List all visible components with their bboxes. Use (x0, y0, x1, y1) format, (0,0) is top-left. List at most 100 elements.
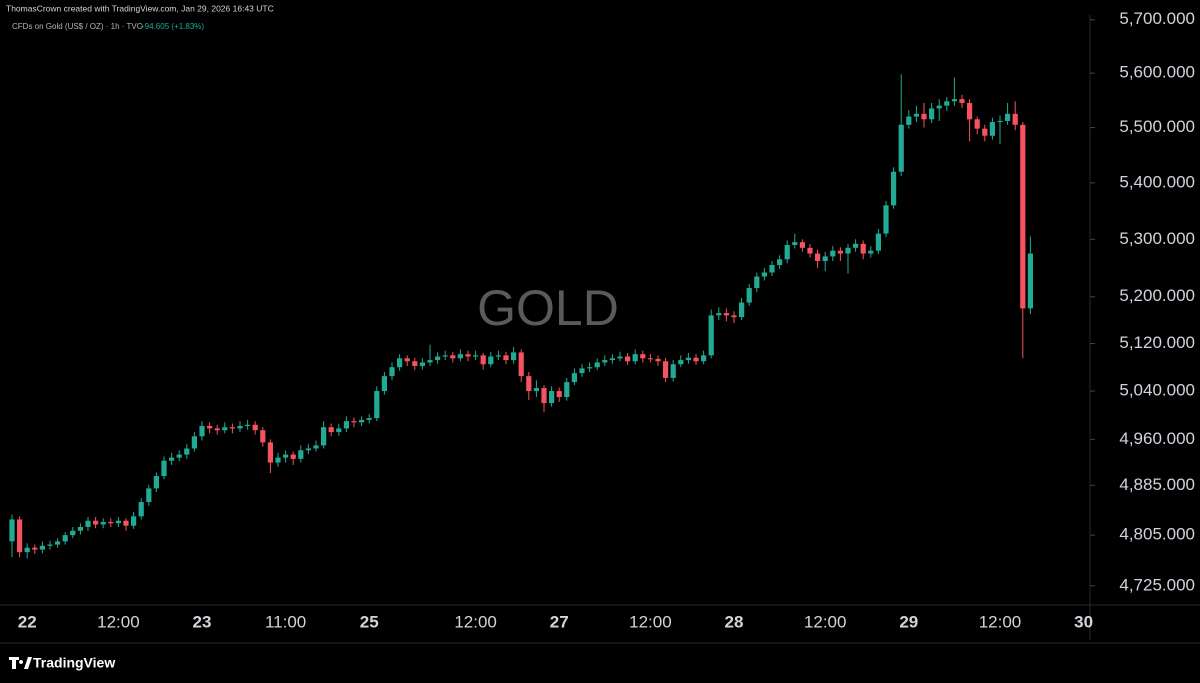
candle-body (845, 247, 851, 254)
y-tick-label: 5,700.000 (1119, 9, 1195, 28)
candle-body (290, 454, 296, 459)
candle-body (480, 355, 486, 365)
candle-body (389, 367, 395, 377)
x-tick-label: 12:00 (97, 612, 140, 631)
candle-body (678, 360, 684, 365)
candle-body (670, 364, 676, 378)
x-tick-label: 11:00 (265, 612, 306, 631)
x-tick-label: 25 (360, 612, 379, 631)
candle-body (488, 356, 494, 365)
watermark: GOLD (477, 280, 619, 336)
candle-body (708, 315, 714, 356)
candle-body (343, 421, 349, 429)
candle-body (397, 358, 403, 368)
candle-body (169, 457, 175, 461)
brand: TradingView (33, 655, 115, 671)
candle-body (351, 421, 357, 423)
candle-body (830, 250, 836, 257)
y-tick-label: 4,725.000 (1119, 575, 1195, 594)
candle-body (822, 256, 828, 262)
candle-body (609, 358, 615, 361)
candle-body (214, 428, 220, 431)
candle-body (1027, 253, 1033, 309)
x-tick-label: 12:00 (454, 612, 497, 631)
candle-body (1020, 124, 1026, 309)
y-tick-label: 4,960.000 (1119, 429, 1195, 448)
y-tick-label: 5,600.000 (1119, 63, 1195, 82)
candle-body (85, 520, 91, 527)
candle-body (913, 113, 919, 117)
candle-body (640, 354, 646, 359)
candle-body (328, 427, 334, 433)
candle-body (473, 355, 479, 357)
candle-body (222, 427, 228, 431)
candle-body (936, 105, 942, 109)
symbol: CFDs on Gold (US$ / OZ) · 1h · TVC (12, 22, 143, 31)
candle-body (967, 102, 973, 120)
candle-body (837, 250, 843, 254)
candle-body (419, 362, 425, 367)
candle-body (929, 108, 935, 120)
candle-body (321, 427, 327, 446)
candle-body (77, 526, 83, 531)
candle-body (191, 436, 197, 449)
candle-body (495, 355, 501, 357)
y-tick-label: 5,120.000 (1119, 333, 1195, 352)
candle-body (229, 427, 235, 429)
candle-body (533, 388, 539, 392)
candle-body (556, 391, 562, 398)
candle-body (70, 530, 76, 536)
candle-body (32, 547, 38, 550)
candle-body (959, 99, 965, 103)
candle-body (131, 516, 137, 526)
x-tick-label: 12:00 (804, 612, 847, 631)
candle-body (55, 541, 61, 545)
candle-body (298, 450, 304, 459)
candle-body (799, 242, 805, 248)
candle-body (511, 352, 517, 361)
y-tick-label: 4,885.000 (1119, 475, 1195, 494)
candle-body (701, 355, 707, 362)
candle-body (739, 302, 745, 318)
candle-body (982, 128, 988, 136)
y-tick-label: 5,300.000 (1119, 229, 1195, 248)
candle-body (465, 354, 471, 357)
x-tick-label: 28 (725, 612, 744, 631)
candle-body (891, 171, 897, 206)
candle-body (723, 313, 729, 316)
candle-body (541, 388, 547, 404)
candle-body (761, 272, 767, 277)
candle-body (594, 362, 600, 368)
candle-body (138, 502, 144, 517)
candle-body (161, 460, 167, 477)
candle-body (115, 520, 121, 524)
credit: ThomasCrown created with TradingView.com… (6, 3, 274, 13)
candle-body (457, 354, 463, 359)
candle-body (260, 430, 266, 443)
candle-body (237, 425, 243, 429)
candle-body (47, 544, 53, 546)
candle-body (146, 488, 152, 503)
candle-body (252, 424, 258, 431)
candle-body (427, 360, 433, 363)
candle-body (989, 122, 995, 136)
candle-body (815, 253, 821, 262)
candle-body (374, 391, 380, 419)
candle-body (412, 361, 418, 367)
candle-body (853, 243, 859, 248)
candle-body (951, 99, 957, 102)
candle-body (184, 448, 190, 455)
candle-body (746, 288, 752, 303)
x-tick-label: 27 (550, 612, 569, 631)
candle-body (442, 355, 448, 357)
candle-body (784, 244, 790, 260)
candle-body (267, 442, 273, 463)
candle-body (944, 101, 950, 106)
candle-body (305, 448, 311, 451)
candle-body (921, 113, 927, 120)
logo (9, 657, 32, 669)
candle-body (153, 476, 159, 489)
candle-body (587, 367, 593, 369)
